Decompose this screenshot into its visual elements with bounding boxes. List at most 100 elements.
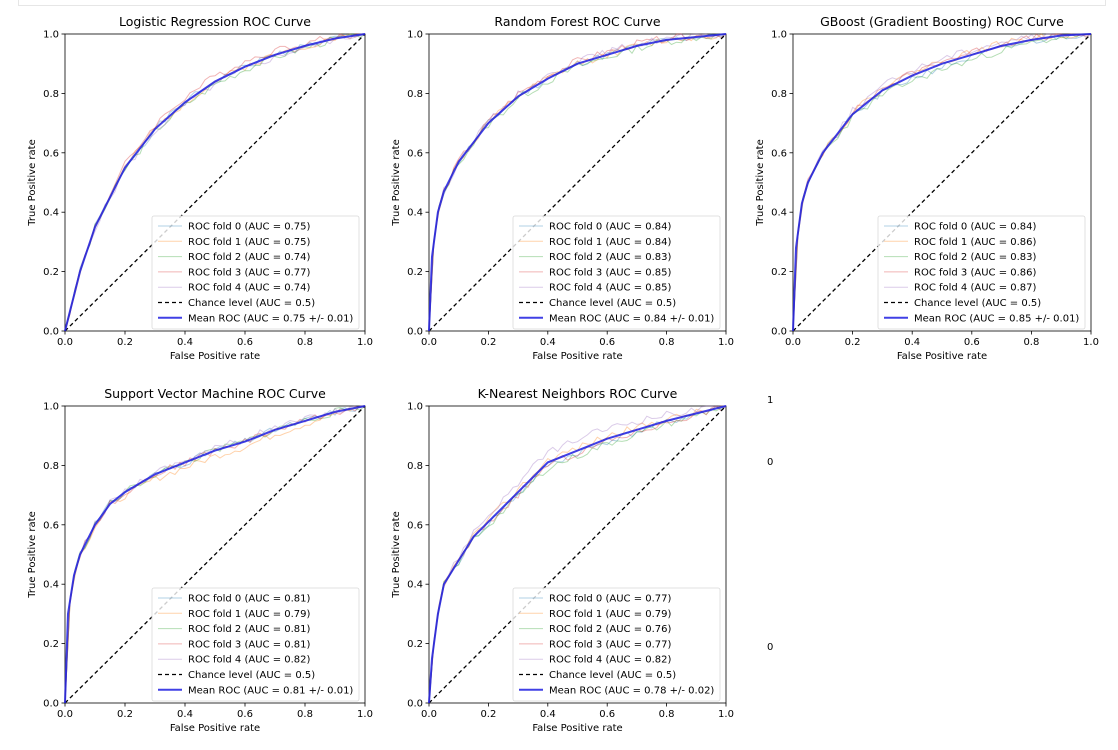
legend-label: ROC fold 4 (AUC = 0.74) (188, 283, 311, 294)
top-frame-edge (18, 0, 1106, 6)
y-tick-label: 0.2 (771, 267, 787, 278)
fold-4-roc-line (428, 405, 726, 704)
chart-title: Support Vector Machine ROC Curve (104, 386, 326, 401)
x-tick-label: 0.4 (177, 709, 193, 720)
fold-0-roc-line (428, 405, 727, 704)
y-tick-label: 1.0 (407, 30, 423, 41)
chance-level-line (64, 405, 366, 704)
legend-label: Mean ROC (AUC = 0.85 +/- 0.01) (914, 313, 1079, 324)
legend: ROC fold 0 (AUC = 0.84) ROC fold 1 (AUC =… (877, 215, 1086, 330)
fold-3-roc-line (428, 405, 727, 704)
x-axis-label: False Positive rate (170, 351, 260, 362)
x-tick-label: 1.0 (718, 337, 734, 348)
roc-panel-4: K-Nearest Neighbors ROC Curve 0.0 0.2 0.4 0.… (391, 386, 734, 734)
x-axis-label: False Positive rate (532, 723, 622, 734)
y-tick-label: 0.6 (407, 148, 423, 159)
x-tick-label: 0.6 (964, 337, 980, 348)
y-axis-label: True Positive rate (391, 511, 402, 598)
legend-label: ROC fold 0 (AUC = 0.81) (188, 594, 311, 605)
y-tick-label: 0.0 (771, 327, 787, 338)
x-tick-label: 0.0 (421, 337, 437, 348)
fold-0-roc-line (64, 405, 365, 704)
x-axis-label: False Positive rate (897, 351, 987, 362)
mean-roc-line (428, 33, 727, 332)
fold-0-roc-line (792, 33, 1092, 332)
legend-label: ROC fold 2 (AUC = 0.83) (914, 252, 1037, 263)
roc-panel-1: Random Forest ROC Curve 0.0 0.2 0.4 0.6 0.8 1.… (391, 14, 734, 362)
legend-label: ROC fold 0 (AUC = 0.77) (549, 594, 672, 605)
y-tick-label: 0.8 (407, 89, 423, 100)
x-tick-label: 0.8 (659, 709, 675, 720)
chart-title: GBoost (Gradient Boosting) ROC Curve (820, 14, 1064, 29)
x-tick-label: 0.4 (177, 337, 193, 348)
y-tick-label: 0.8 (771, 89, 787, 100)
chance-level-line (428, 405, 727, 704)
y-axis-label: True Positive rate (755, 139, 766, 226)
y-tick-label: 0.4 (43, 208, 59, 219)
x-tick-label: 0.2 (117, 337, 133, 348)
mean-roc-line (792, 33, 1092, 332)
legend-label: ROC fold 0 (AUC = 0.75) (188, 222, 311, 233)
legend-label: Mean ROC (AUC = 0.78 +/- 0.02) (549, 685, 714, 696)
legend: ROC fold 0 (AUC = 0.81) ROC fold 1 (AUC =… (151, 587, 360, 702)
legend-label: ROC fold 4 (AUC = 0.82) (188, 655, 311, 666)
y-tick-label: 0.6 (407, 520, 423, 531)
fold-1-roc-line (792, 33, 1092, 332)
legend-label: ROC fold 1 (AUC = 0.79) (188, 609, 311, 620)
legend-label: ROC fold 3 (AUC = 0.77) (549, 639, 672, 650)
y-axis-label: True Positive rate (27, 511, 38, 598)
mean-roc-line (64, 33, 366, 332)
legend: ROC fold 0 (AUC = 0.75) ROC fold 1 (AUC =… (151, 215, 360, 330)
fold-4-roc-line (64, 33, 366, 332)
legend-box (512, 587, 721, 702)
x-tick-label: 0.6 (237, 337, 253, 348)
y-tick-label: 0.6 (43, 148, 59, 159)
legend-box (151, 587, 360, 702)
chart-title: Random Forest ROC Curve (494, 14, 660, 29)
legend: ROC fold 0 (AUC = 0.84) ROC fold 1 (AUC =… (512, 215, 721, 330)
axes-frame (428, 405, 727, 704)
fold-2-roc-line (428, 405, 727, 704)
legend-box (877, 215, 1086, 330)
axes-frame (792, 33, 1092, 332)
stray-label-0-lower: 0 (767, 642, 774, 653)
x-axis-label: False Positive rate (170, 723, 260, 734)
y-tick-label: 0.8 (43, 89, 59, 100)
y-tick-label: 0.4 (43, 580, 59, 591)
y-tick-label: 0.2 (407, 267, 423, 278)
x-axis-label: False Positive rate (532, 351, 622, 362)
legend-label: ROC fold 3 (AUC = 0.81) (188, 639, 311, 650)
x-tick-label: 0.4 (904, 337, 920, 348)
x-tick-label: 0.0 (57, 337, 73, 348)
x-tick-label: 0.2 (845, 337, 861, 348)
axes-frame (64, 405, 366, 704)
y-tick-label: 0.0 (43, 699, 59, 710)
legend: ROC fold 0 (AUC = 0.77) ROC fold 1 (AUC =… (512, 587, 721, 702)
legend-label: Chance level (AUC = 0.5) (188, 298, 315, 309)
x-tick-label: 1.0 (357, 337, 373, 348)
x-tick-label: 0.4 (540, 337, 556, 348)
chart-title: Logistic Regression ROC Curve (119, 14, 311, 29)
legend-label: ROC fold 4 (AUC = 0.82) (549, 655, 672, 666)
x-tick-label: 0.2 (480, 337, 496, 348)
stray-label-1: 1 (767, 395, 774, 406)
legend-label: ROC fold 1 (AUC = 0.84) (549, 237, 672, 248)
axes-frame (64, 33, 366, 332)
y-tick-label: 0.6 (43, 520, 59, 531)
x-tick-label: 0.0 (421, 709, 437, 720)
fold-3-roc-line (64, 405, 365, 704)
chance-level-line (792, 33, 1092, 332)
fold-3-roc-line (64, 33, 365, 332)
x-tick-label: 1.0 (1083, 337, 1099, 348)
legend-box (512, 215, 721, 330)
y-tick-label: 0.4 (407, 580, 423, 591)
x-tick-label: 0.0 (57, 709, 73, 720)
x-tick-label: 0.8 (297, 709, 313, 720)
y-tick-label: 0.2 (43, 639, 59, 650)
y-tick-label: 0.2 (407, 639, 423, 650)
x-tick-label: 0.2 (480, 709, 496, 720)
x-tick-label: 0.0 (785, 337, 801, 348)
legend-label: Chance level (AUC = 0.5) (549, 298, 676, 309)
x-tick-label: 0.2 (117, 709, 133, 720)
